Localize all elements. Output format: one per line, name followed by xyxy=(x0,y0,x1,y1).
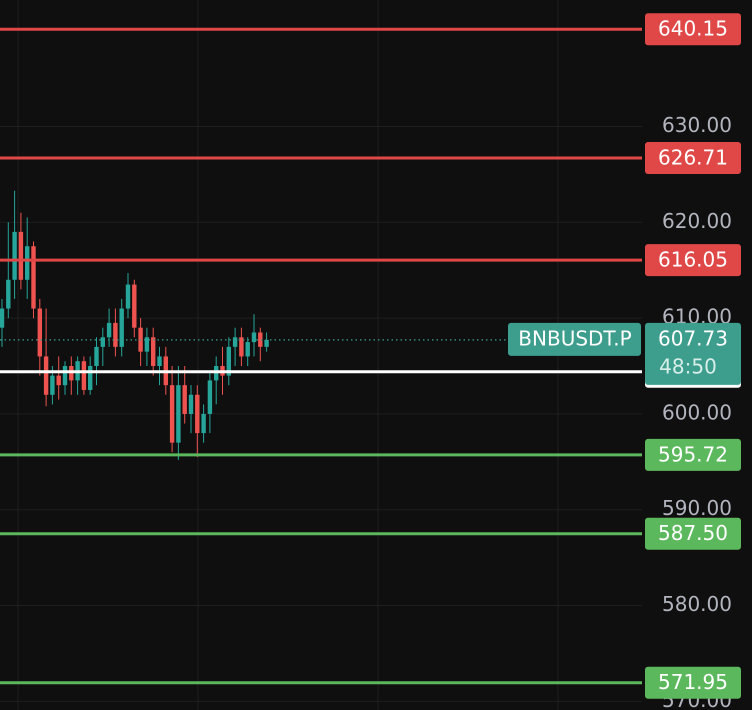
candle-body xyxy=(113,322,118,347)
candle-body xyxy=(176,385,181,443)
candle-body xyxy=(37,308,42,357)
candle-body xyxy=(239,337,244,357)
candle-body xyxy=(43,356,49,395)
level-label-box xyxy=(645,244,741,277)
y-tick-label: 620.00 xyxy=(662,209,732,233)
candle-body xyxy=(144,337,150,352)
candle-body xyxy=(226,346,231,376)
candle-body xyxy=(106,322,112,338)
candle-body xyxy=(195,394,200,434)
candle-body xyxy=(100,337,105,347)
candle-body xyxy=(125,284,131,309)
candle-body xyxy=(251,332,257,343)
candle-body xyxy=(6,279,11,309)
symbol-label: BNBUSDT.P xyxy=(518,326,631,350)
level-label: 616.05 xyxy=(658,248,728,272)
level-label: 571.95 xyxy=(658,670,728,694)
level-label: 640.15 xyxy=(658,17,728,41)
y-tick-label: 630.00 xyxy=(662,113,732,137)
candle-body xyxy=(264,339,269,347)
level-label-box xyxy=(645,142,741,175)
y-tick-label: 600.00 xyxy=(662,400,732,424)
candle-body xyxy=(0,308,5,328)
candle-body xyxy=(94,346,99,367)
level-label: 587.50 xyxy=(658,521,728,545)
level-label-box xyxy=(645,438,741,471)
y-tick-label: 590.00 xyxy=(662,496,732,520)
price-box xyxy=(645,322,741,385)
level-label: 595.72 xyxy=(658,442,728,466)
candle-body xyxy=(207,380,213,414)
candle-body xyxy=(50,375,55,395)
countdown-label: 48:50 xyxy=(659,354,717,378)
candle-body xyxy=(56,375,61,386)
candle-body xyxy=(201,413,206,434)
candle-body xyxy=(12,231,17,280)
candle-body xyxy=(232,337,238,347)
candle-body xyxy=(81,361,87,390)
grid xyxy=(0,125,642,702)
level-label-box xyxy=(645,666,741,699)
level-label-box xyxy=(645,13,741,46)
candle-body xyxy=(119,308,124,347)
candle-body xyxy=(151,337,156,367)
candle-body xyxy=(169,385,175,443)
y-axis: 570.00580.00590.00600.00610.00620.00630.… xyxy=(662,113,732,710)
candle-body xyxy=(132,284,137,328)
candle-body xyxy=(188,394,194,414)
price-marker: BNBUSDT.P 607.73 48:50 xyxy=(0,322,741,385)
candle-body xyxy=(18,231,24,280)
candle-body xyxy=(88,366,93,390)
candle-body xyxy=(182,385,187,414)
candle-body xyxy=(25,246,30,280)
y-tick-label: 580.00 xyxy=(662,592,732,616)
candle-body xyxy=(258,332,263,347)
candle-body xyxy=(31,246,36,309)
candle-body xyxy=(62,366,68,386)
candle-body xyxy=(245,342,250,357)
symbol-box xyxy=(508,322,641,356)
level-label: 626.71 xyxy=(658,146,728,170)
candle-body xyxy=(157,356,162,367)
level-label-box xyxy=(645,517,741,550)
price-label: 607.73 xyxy=(658,326,728,350)
